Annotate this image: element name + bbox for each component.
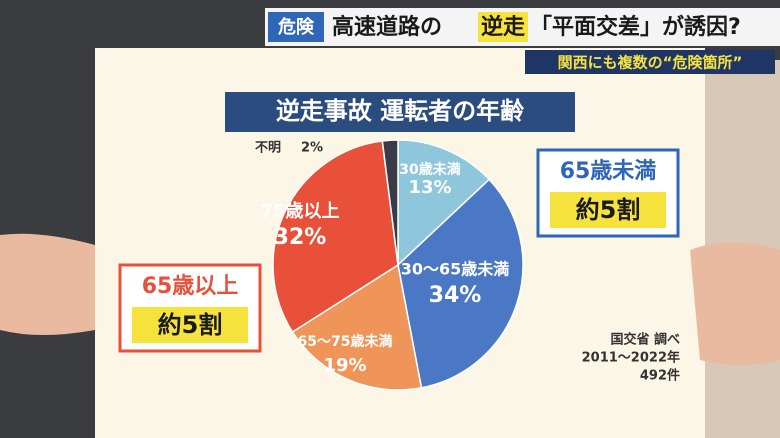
slice-value: 19% <box>323 355 366 376</box>
slice-label: 75歳以上 <box>260 201 339 222</box>
pie-slice <box>272 140 399 334</box>
source-line: 国交省 調べ <box>610 332 680 348</box>
source-line: 2011〜2022年 <box>582 350 680 366</box>
highlight-box <box>478 12 528 42</box>
slice-label: 30〜65歳未満 <box>401 260 510 279</box>
banner-highlight: 逆走 <box>481 14 525 40</box>
callout-label: 65歳未満 <box>560 158 657 184</box>
callout-value: 約5割 <box>158 311 223 339</box>
banner-tag: 危険 <box>277 16 315 38</box>
left-hand <box>0 233 95 335</box>
slice-value: 32% <box>274 225 327 250</box>
slice-value: 34% <box>429 283 482 308</box>
title-box <box>225 92 575 132</box>
banner-sub: 関西にも複数の“危険箇所” <box>558 54 743 72</box>
pie-slice <box>397 139 491 267</box>
pie-slice <box>381 139 399 266</box>
callout-label: 65歳以上 <box>142 274 239 299</box>
slice-value: 13% <box>408 177 451 198</box>
source-line: 492件 <box>640 368 680 384</box>
slice-label: 不明 <box>255 141 281 156</box>
callout-value-box <box>132 307 248 343</box>
pie-slice <box>397 178 524 389</box>
callout-value-box <box>550 192 666 228</box>
sub-box <box>525 50 775 74</box>
right-hand <box>690 242 780 365</box>
chart-title: 逆走事故 運転者の年齢 <box>276 97 525 125</box>
tag-box <box>268 12 324 42</box>
pie-slice <box>291 263 423 391</box>
callout-value: 約5割 <box>576 196 641 224</box>
banner-rest: 「平面交差」が誘因? <box>530 14 741 40</box>
slice-value: 2% <box>301 141 323 156</box>
slice-label: 65〜75歳未満 <box>298 333 393 350</box>
slice-label: 30歳未満 <box>399 161 460 178</box>
banner-lead: 高速道路の <box>332 14 442 40</box>
